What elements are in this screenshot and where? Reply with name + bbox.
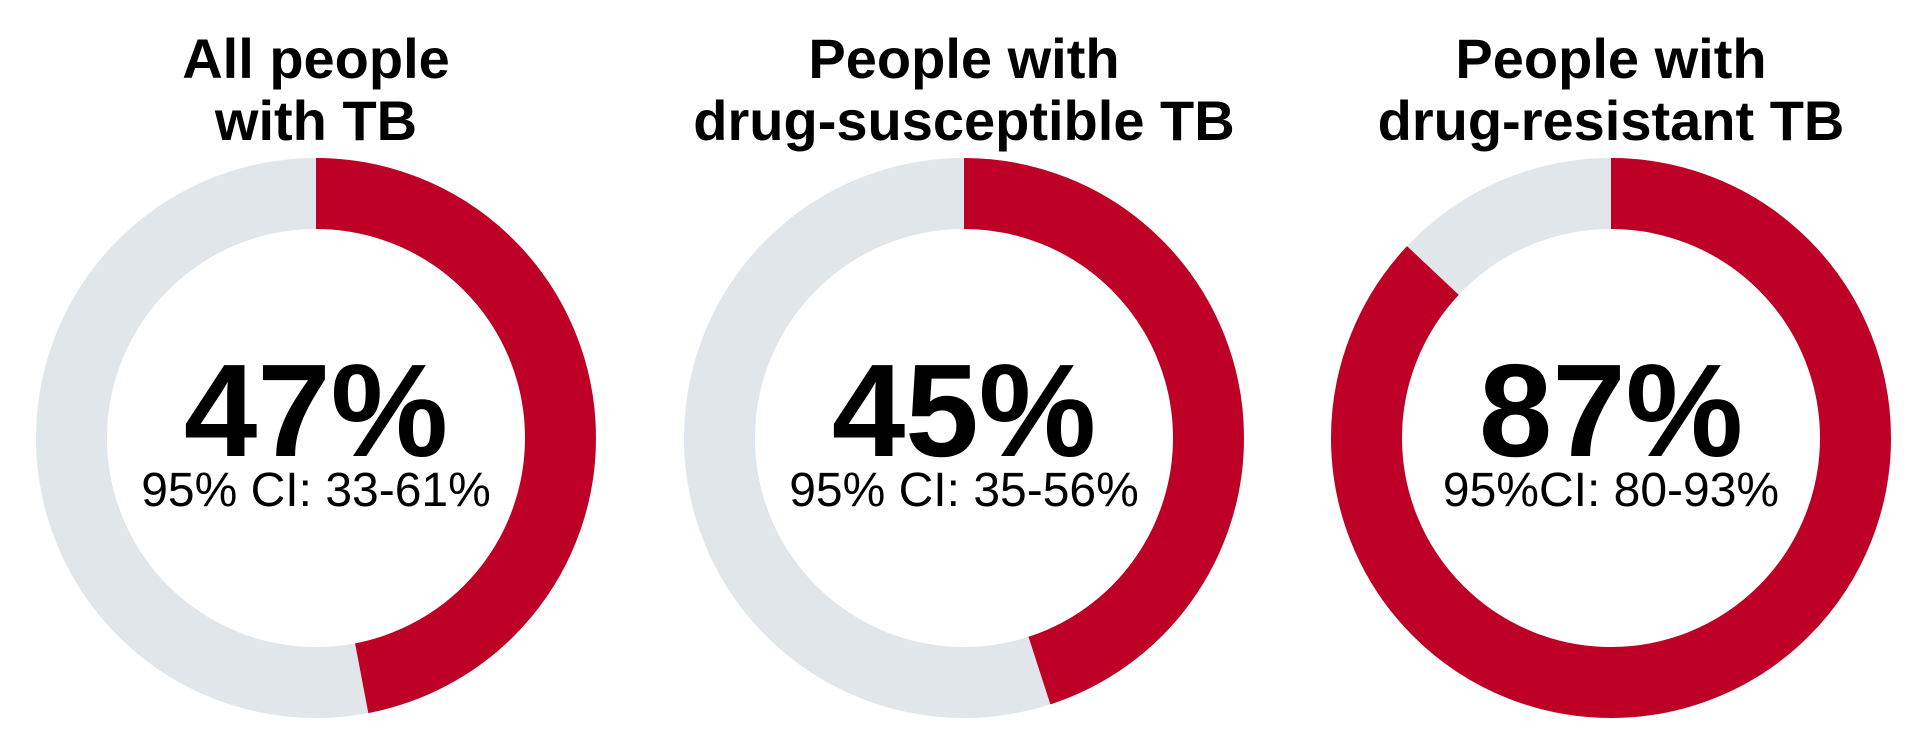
donut-value-segment <box>1331 158 1891 718</box>
ci-label: 95%CI: 80-93% <box>1443 464 1779 517</box>
chart-title-line: with TB <box>214 89 417 152</box>
chart-title-line: All people <box>182 27 450 90</box>
donut-value-segment <box>36 158 596 718</box>
chart-title-line: drug-resistant TB <box>1378 89 1845 152</box>
chart-title-line: People with <box>1455 27 1766 90</box>
donut-value-segment <box>684 158 1244 718</box>
ci-label: 95% CI: 35-56% <box>789 464 1139 517</box>
chart-title-line: drug-susceptible TB <box>693 89 1234 152</box>
value-label: 45% <box>832 337 1096 484</box>
value-label: 47% <box>184 337 448 484</box>
chart-title-line: People with <box>808 27 1119 90</box>
ci-label: 95% CI: 33-61% <box>141 464 491 517</box>
value-label: 87% <box>1479 337 1743 484</box>
